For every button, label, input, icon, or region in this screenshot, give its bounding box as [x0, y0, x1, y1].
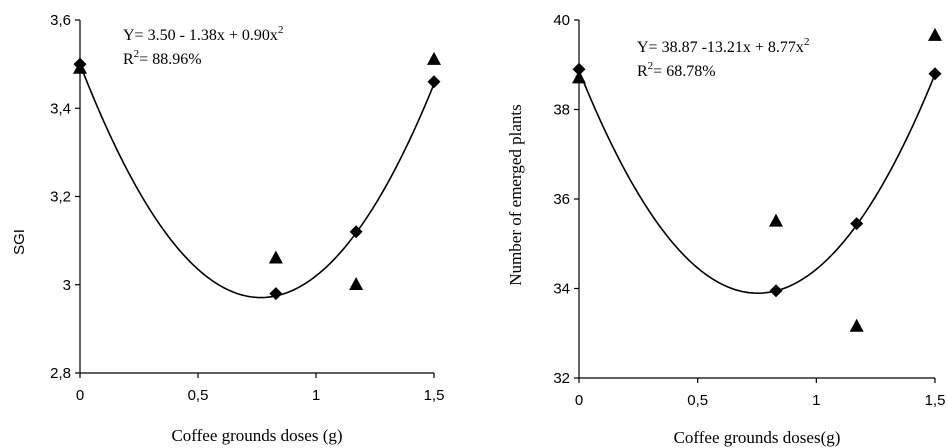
y-ticks: 2,8 3 3,2 3,4 3,6 [50, 12, 80, 382]
x-tick-label: 1,5 [424, 387, 445, 404]
y-tick-label: 3 [63, 277, 71, 294]
y-tick-label: 40 [553, 12, 570, 29]
fit-curve [578, 70, 936, 294]
y-axis-title: SGI [11, 229, 28, 255]
data-markers [572, 27, 942, 332]
x-axis-title: Coffee grounds doses(g) [674, 428, 841, 447]
y-tick-label: 38 [553, 102, 570, 119]
triangle-marker [427, 51, 441, 65]
equation-text: Y= 3.50 - 1.38x + 0.90x2 [123, 24, 283, 44]
r-squared-text: R2= 68.78% [637, 60, 716, 80]
triangle-marker [928, 27, 942, 41]
diamond-marker [769, 284, 783, 298]
data-markers [73, 51, 441, 301]
equation-text: Y= 38.87 -13.21x + 8.77x2 [637, 36, 809, 56]
triangle-marker [349, 276, 364, 290]
triangle-marker [572, 70, 586, 84]
y-tick-label: 3,2 [50, 189, 71, 206]
y-tick-label: 3,4 [50, 100, 71, 117]
triangle-marker [768, 213, 783, 227]
x-axis-title: Coffee grounds doses (g) [171, 426, 342, 445]
y-tick-label: 36 [553, 191, 570, 208]
diamond-marker [928, 67, 942, 81]
triangle-marker [73, 60, 87, 74]
x-tick-label: 0,5 [687, 392, 708, 409]
x-tick-label: 0 [76, 387, 84, 404]
x-ticks: 0 0,5 1 1,5 [575, 378, 946, 409]
diamond-marker [427, 75, 441, 89]
x-ticks: 0 0,5 1 1,5 [76, 373, 445, 404]
diamond-marker [850, 217, 864, 231]
chart-emerged-plants: 32 34 36 38 40 0 0,5 1 1,5 Y= 38.87 -13.21x + 8… [506, 12, 945, 447]
y-tick-label: 34 [553, 281, 570, 298]
diamond-marker [269, 287, 283, 301]
triangle-marker [268, 250, 283, 264]
chart-sgi: 2,8 3 3,2 3,4 3,6 0 0,5 1 1,5 Y= 3.50 - 1.38x +… [11, 12, 444, 445]
y-axis-title: Number of emerged plants [506, 104, 525, 285]
x-tick-label: 1 [312, 387, 320, 404]
diamond-marker [572, 62, 586, 76]
y-ticks: 32 34 36 38 40 [553, 12, 579, 387]
triangle-marker [849, 318, 864, 332]
y-tick-label: 2,8 [50, 365, 71, 382]
x-tick-label: 1,5 [925, 392, 946, 409]
y-tick-label: 32 [553, 370, 570, 387]
y-tick-label: 3,6 [50, 12, 71, 29]
x-tick-label: 0,5 [188, 387, 209, 404]
x-tick-label: 0 [575, 392, 583, 409]
diamond-marker [349, 225, 363, 239]
x-tick-label: 1 [812, 392, 820, 409]
fit-curve [79, 63, 435, 299]
r-squared-text: R2= 88.96% [123, 48, 202, 68]
